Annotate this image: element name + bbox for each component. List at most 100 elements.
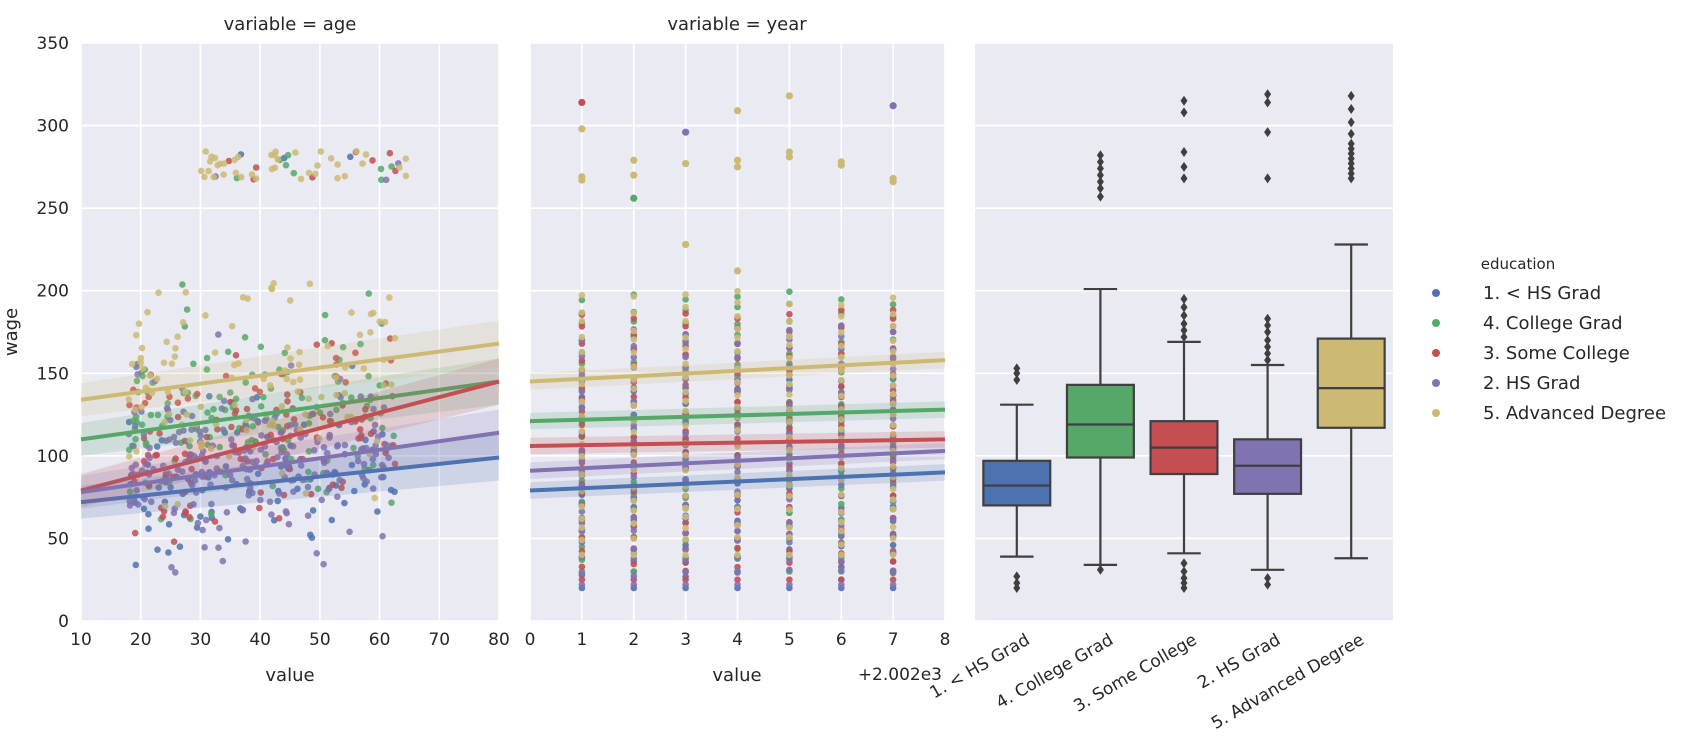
data-point xyxy=(285,520,293,528)
data-point xyxy=(153,375,161,383)
panel-year-x-axis-label: value xyxy=(712,665,761,686)
data-point xyxy=(630,293,638,300)
data-point xyxy=(578,446,586,454)
box-iqr xyxy=(1065,383,1135,459)
data-point xyxy=(179,281,186,288)
data-point xyxy=(734,427,741,434)
outlier-marker xyxy=(1096,191,1104,202)
data-point xyxy=(682,530,689,537)
data-point xyxy=(838,426,845,433)
data-point xyxy=(630,466,638,474)
data-point xyxy=(172,439,180,447)
data-point xyxy=(786,318,793,326)
data-point xyxy=(133,487,140,494)
data-point xyxy=(210,405,217,413)
data-point xyxy=(242,379,249,386)
data-point xyxy=(296,425,304,433)
data-point xyxy=(160,359,168,367)
data-point xyxy=(578,524,586,531)
data-point xyxy=(207,445,215,452)
data-point xyxy=(257,343,265,351)
data-point xyxy=(321,311,329,319)
data-point xyxy=(381,318,389,326)
data-point xyxy=(222,372,230,380)
outlier-marker xyxy=(1264,355,1272,366)
data-point xyxy=(256,388,264,396)
data-point xyxy=(734,303,741,311)
outlier-marker xyxy=(1096,176,1104,187)
data-point xyxy=(202,426,209,434)
data-point xyxy=(156,430,163,437)
panel-year-offset-label: +2.002e3 xyxy=(858,665,942,685)
outlier-marker xyxy=(1096,183,1104,194)
panel-year-regression-lines xyxy=(529,351,946,499)
data-point xyxy=(274,497,282,505)
data-point xyxy=(211,518,219,525)
data-point xyxy=(334,174,341,182)
data-point xyxy=(734,505,741,513)
data-point xyxy=(138,421,146,429)
series-points-5-advanced-degree xyxy=(578,287,897,559)
data-point xyxy=(682,339,689,347)
data-point xyxy=(682,345,689,353)
data-point xyxy=(786,446,793,454)
x-tick-label: 40 xyxy=(249,630,271,650)
data-point xyxy=(786,492,793,500)
data-point xyxy=(232,395,240,403)
data-point xyxy=(786,310,793,318)
data-point xyxy=(734,533,741,541)
data-point xyxy=(231,401,238,409)
data-point xyxy=(682,310,689,317)
data-point xyxy=(578,296,586,304)
data-point xyxy=(224,348,232,356)
legend-entry-4-college-grad: 4. College Grad xyxy=(1432,313,1623,334)
data-point xyxy=(341,499,348,507)
data-point xyxy=(202,516,210,524)
data-point xyxy=(838,442,845,450)
box-iqr xyxy=(1316,337,1386,429)
data-point xyxy=(630,354,638,361)
data-point xyxy=(283,509,291,517)
data-point xyxy=(249,395,256,403)
data-point xyxy=(282,161,290,169)
x-tick-label: 50 xyxy=(309,630,331,650)
data-point xyxy=(144,308,151,316)
x-tick-label: 80 xyxy=(488,630,510,650)
data-point xyxy=(231,156,238,164)
data-point xyxy=(838,353,845,361)
data-point xyxy=(176,543,184,550)
data-point xyxy=(682,524,689,532)
data-point xyxy=(785,148,793,156)
legend-entries: 1. < HS Grad 4. College Grad 3. Some Colle… xyxy=(1432,283,1666,424)
data-point xyxy=(367,329,374,336)
data-point xyxy=(268,511,275,518)
data-point xyxy=(889,567,897,574)
legend: education 1. < HS Grad 4. College Grad 3. … xyxy=(1432,255,1666,424)
data-point xyxy=(183,411,190,418)
data-point xyxy=(682,422,689,429)
data-point xyxy=(204,409,211,416)
data-point xyxy=(241,334,249,341)
data-point xyxy=(284,398,291,405)
data-point xyxy=(889,337,897,345)
data-point xyxy=(356,331,364,339)
data-point xyxy=(630,401,638,409)
data-point xyxy=(733,156,742,164)
data-point xyxy=(578,563,586,571)
data-point xyxy=(141,495,148,503)
panel-age-title: variable = age xyxy=(224,14,357,35)
data-point xyxy=(296,348,303,356)
confidence-band-1-hs-grad xyxy=(81,434,499,519)
data-point xyxy=(201,173,208,181)
data-point xyxy=(334,493,341,501)
data-point xyxy=(889,576,897,583)
data-point xyxy=(630,451,638,459)
panel-year-x-tick-labels: 0 1 2 3 4 5 6 7 8 xyxy=(525,630,951,650)
data-point xyxy=(268,417,276,425)
data-point xyxy=(318,496,326,504)
data-point xyxy=(734,576,741,583)
data-point xyxy=(326,417,334,425)
data-point xyxy=(249,422,257,430)
data-point xyxy=(314,485,322,493)
regression-line-5-advanced-degree xyxy=(80,341,500,402)
